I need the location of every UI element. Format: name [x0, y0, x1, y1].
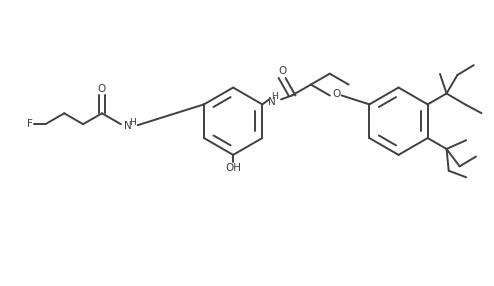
- Text: O: O: [98, 84, 106, 94]
- Text: H: H: [271, 92, 278, 101]
- Text: H: H: [129, 118, 136, 127]
- Text: N: N: [124, 121, 132, 131]
- Text: N: N: [268, 98, 276, 108]
- Text: OH: OH: [225, 163, 241, 173]
- Text: O: O: [332, 90, 341, 100]
- Text: F: F: [27, 119, 33, 129]
- Text: O: O: [278, 66, 286, 76]
